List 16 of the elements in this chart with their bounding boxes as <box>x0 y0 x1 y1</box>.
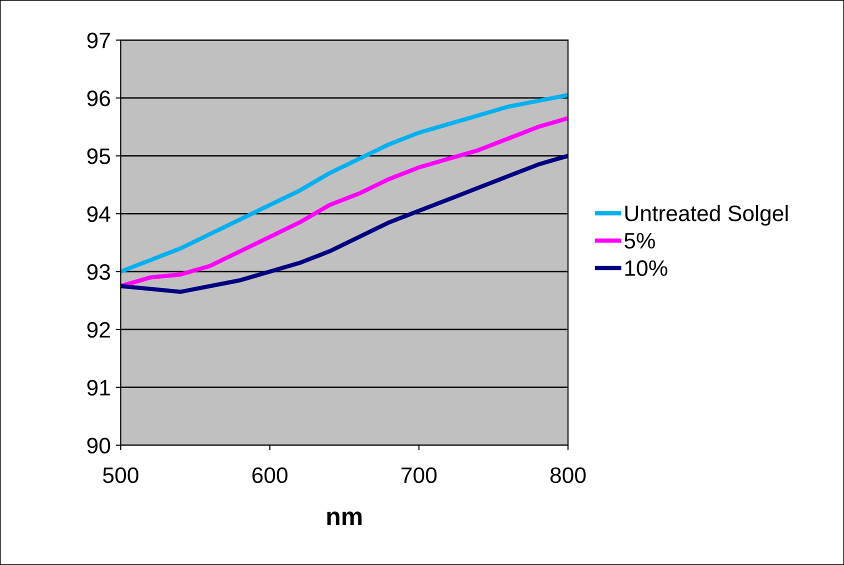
legend-label: 5% <box>624 232 655 249</box>
x-tick-label: 500 <box>103 467 138 484</box>
x-tick-label: 700 <box>402 467 437 484</box>
x-tick-label: 800 <box>550 467 586 484</box>
y-tick-label: 92 <box>87 322 110 338</box>
y-tick-label: 94 <box>87 206 110 222</box>
x-tick-label: 600 <box>252 467 288 484</box>
y-tick-label: 91 <box>87 380 110 396</box>
y-tick-label: 93 <box>87 264 110 280</box>
legend-label: Untreated Solgel <box>625 204 788 226</box>
y-tick-label: 95 <box>87 148 110 164</box>
x-axis-title: nm <box>327 512 362 526</box>
y-tick-label: 97 <box>87 32 110 48</box>
legend-label: 10% <box>625 260 668 276</box>
y-tick-label: 96 <box>87 90 110 106</box>
y-tick-label: 90 <box>87 438 110 454</box>
